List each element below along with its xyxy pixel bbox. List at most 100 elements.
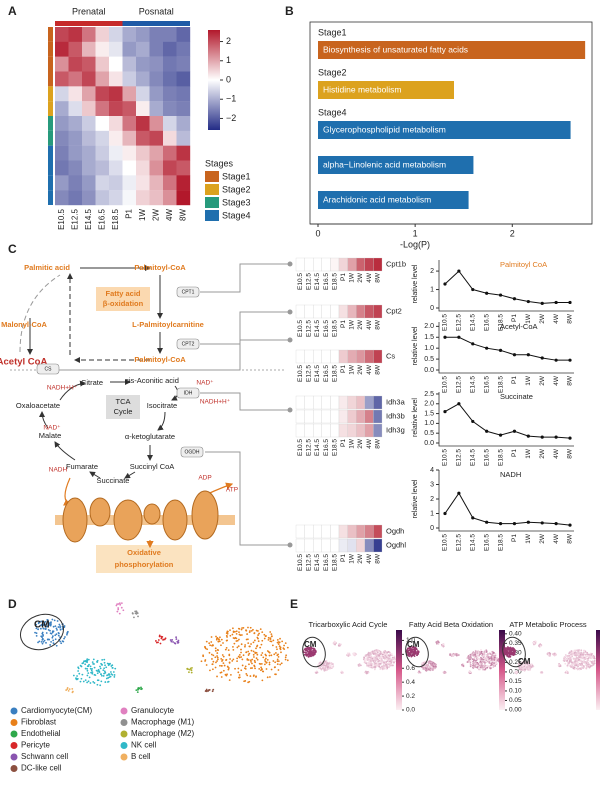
umap-point	[108, 674, 111, 676]
umap-point	[241, 664, 244, 667]
umap-point	[378, 657, 381, 660]
umap-point	[487, 659, 490, 662]
umap-point	[84, 667, 87, 670]
umap-point	[260, 654, 263, 656]
umap-point	[88, 663, 90, 666]
umap-point	[134, 610, 137, 613]
colorbar-label: 1.0	[406, 637, 415, 644]
legend-dot	[10, 742, 18, 749]
axes	[438, 392, 574, 447]
time-label: E18.5	[497, 376, 504, 393]
time-label: 2W	[357, 272, 364, 283]
umap-point	[313, 651, 316, 654]
arrow	[157, 411, 166, 431]
umap-point	[491, 653, 493, 656]
umap-point	[348, 653, 351, 656]
umap-point	[585, 664, 588, 667]
umap-point	[236, 646, 239, 649]
umap-point	[476, 657, 479, 660]
gene-cell	[330, 423, 340, 438]
umap-point	[119, 603, 122, 606]
umap-point	[268, 661, 271, 664]
umap-point	[573, 662, 575, 665]
umap-point	[423, 660, 426, 663]
gene-cell	[330, 349, 340, 364]
legend-label: Pericyte	[21, 741, 50, 750]
heatmap-cell	[82, 116, 96, 132]
umap-point	[286, 659, 289, 662]
heatmap-cell	[95, 71, 110, 87]
umap-point	[572, 657, 575, 660]
umap-point	[365, 657, 368, 660]
time-label: E12.5	[306, 439, 313, 456]
gene-cell	[364, 304, 374, 319]
umap-point	[98, 670, 101, 673]
umap-point	[276, 641, 279, 644]
pathway-label: NADH	[49, 467, 68, 474]
umap-point	[99, 684, 102, 687]
umap-point	[450, 655, 453, 657]
umap-point	[369, 666, 372, 668]
stage-sidebar	[48, 116, 53, 131]
pathway-label: ATP	[226, 487, 238, 494]
heatmap-cell	[136, 116, 150, 132]
umap-point	[394, 658, 397, 660]
umap-point	[137, 688, 140, 690]
umap-point	[87, 680, 90, 683]
umap-point	[100, 673, 102, 676]
umap-point	[237, 667, 240, 670]
heatmap-cell	[136, 160, 150, 176]
umap-point	[509, 650, 512, 653]
heatmap-cell	[163, 101, 177, 117]
umap-point	[45, 625, 48, 628]
umap-point	[257, 630, 259, 632]
heatmap-cell	[55, 41, 69, 57]
umap-point	[497, 660, 500, 663]
heatmap-cell	[95, 160, 110, 176]
colorbar-label: 0.00	[509, 707, 522, 714]
heatmap-cell	[68, 190, 83, 206]
gene-cell	[373, 257, 383, 272]
umap-point	[591, 660, 594, 663]
umap-point	[103, 661, 106, 664]
plot-title: Fatty Acid Beta Oxidation	[409, 620, 493, 629]
umap-point	[188, 668, 191, 671]
umap-point	[322, 664, 325, 667]
umap-point	[574, 662, 577, 665]
point	[443, 511, 447, 516]
umap-point	[186, 667, 189, 670]
umap-point	[329, 667, 331, 670]
umap-point	[96, 683, 99, 686]
umap-point	[429, 669, 432, 672]
umap-point	[245, 672, 248, 675]
umap-point	[304, 648, 306, 651]
umap-point	[42, 624, 45, 627]
umap-point	[269, 676, 271, 678]
panel-label: D	[8, 597, 17, 611]
time-label: 8W	[567, 313, 574, 324]
period-label: Prenatal	[72, 6, 106, 16]
umap-point	[427, 662, 430, 665]
umap-point	[495, 662, 498, 665]
umap-point	[504, 650, 507, 652]
umap-point	[111, 666, 114, 669]
plot-title: ATP Metabolic Process	[509, 620, 587, 629]
heatmap-cell	[82, 41, 96, 57]
umap-point	[241, 627, 243, 629]
umap-point	[314, 649, 317, 652]
gene-cell	[356, 423, 365, 438]
legend-dot	[10, 753, 18, 761]
umap-point	[188, 671, 190, 674]
time-label: P1	[340, 273, 347, 281]
colorbar-label: 0.2	[406, 693, 415, 700]
time-label: 2W	[539, 448, 546, 459]
umap-point	[227, 649, 230, 652]
umap-point	[173, 642, 176, 644]
umap-point	[566, 657, 568, 660]
time-label: E10.5	[297, 320, 304, 337]
umap-point	[100, 662, 102, 665]
legend-dot	[120, 730, 128, 738]
umap-point	[242, 626, 245, 629]
umap-point	[584, 657, 587, 660]
point	[498, 293, 503, 297]
